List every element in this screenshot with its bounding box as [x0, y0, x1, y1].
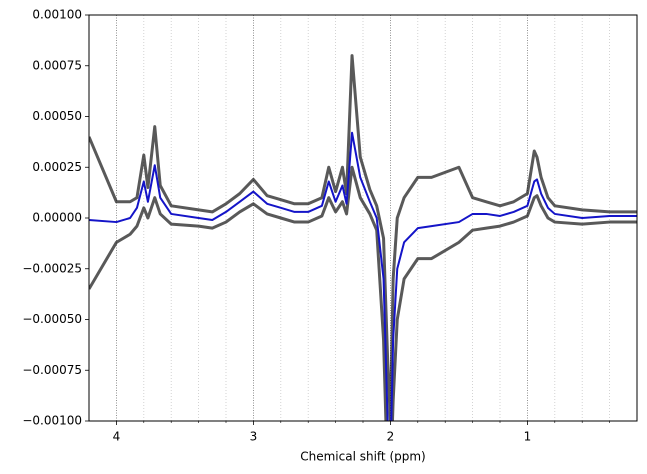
y-tick-label: 0.00050: [32, 109, 82, 123]
x-axis-label: Chemical shift (ppm): [300, 450, 426, 464]
y-tick-label: −0.00050: [22, 312, 82, 326]
y-tick-label: −0.00100: [22, 414, 82, 428]
y-tick-label: −0.00025: [22, 261, 82, 275]
plot-area: [89, 54, 637, 421]
x-tick-label: 2: [387, 430, 395, 444]
y-tick-label: 0.00100: [32, 8, 82, 22]
y-tick-label: 0.00000: [32, 211, 82, 225]
x-tick-label: 3: [250, 430, 258, 444]
x-tick-label: 1: [524, 430, 532, 444]
y-tick-label: 0.00025: [32, 160, 82, 174]
y-tick-label: −0.00075: [22, 363, 82, 377]
x-tick-label: 4: [113, 430, 121, 444]
series-line: [89, 165, 637, 421]
series-line: [89, 131, 637, 421]
series-line: [89, 54, 637, 421]
y-tick-label: 0.00075: [32, 58, 82, 72]
grid: [116, 15, 610, 421]
